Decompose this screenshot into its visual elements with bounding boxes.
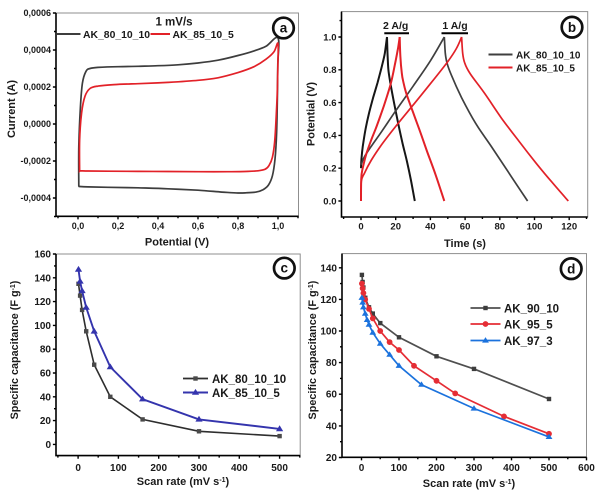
svg-text:Scan rate (mV s-1): Scan rate (mV s-1) <box>137 476 230 488</box>
svg-text:AK_80_10_10: AK_80_10_10 <box>212 374 286 386</box>
svg-text:0,0004: 0,0004 <box>23 45 51 55</box>
svg-text:Specific capacitance (F g-1): Specific capacitance (F g-1) <box>307 280 319 419</box>
svg-text:Scan rate (mV s-1): Scan rate (mV s-1) <box>423 478 516 490</box>
svg-text:60: 60 <box>460 222 471 233</box>
svg-text:120: 120 <box>34 297 51 308</box>
svg-text:600: 600 <box>578 463 595 474</box>
svg-text:120: 120 <box>320 295 337 306</box>
svg-text:Potential (V): Potential (V) <box>145 237 210 249</box>
svg-text:d: d <box>567 261 575 276</box>
svg-text:0.6: 0.6 <box>323 98 336 109</box>
svg-text:0: 0 <box>359 463 365 474</box>
svg-text:400: 400 <box>503 463 520 474</box>
svg-text:20: 20 <box>40 416 52 427</box>
svg-text:c: c <box>281 261 289 276</box>
svg-text:Time (s): Time (s) <box>444 238 486 250</box>
svg-text:500: 500 <box>541 463 558 474</box>
svg-text:0: 0 <box>358 222 363 233</box>
svg-text:100: 100 <box>527 222 543 233</box>
svg-text:AK_85_10_5: AK_85_10_5 <box>516 64 575 75</box>
svg-text:a: a <box>280 21 288 36</box>
svg-text:0: 0 <box>75 463 81 474</box>
svg-text:300: 300 <box>466 463 483 474</box>
svg-text:0.2: 0.2 <box>323 164 336 175</box>
svg-text:80: 80 <box>40 345 52 356</box>
svg-text:60: 60 <box>40 369 52 380</box>
svg-text:60: 60 <box>326 390 338 401</box>
svg-text:1.0: 1.0 <box>323 32 336 43</box>
svg-text:20: 20 <box>390 222 401 233</box>
svg-text:AK_80_10_10: AK_80_10_10 <box>516 51 581 62</box>
svg-text:120: 120 <box>561 222 577 233</box>
svg-text:80: 80 <box>326 358 338 369</box>
svg-text:0.8: 0.8 <box>323 65 336 76</box>
svg-text:200: 200 <box>428 463 445 474</box>
svg-text:100: 100 <box>34 321 51 332</box>
svg-text:100: 100 <box>110 463 127 474</box>
svg-text:0,0002: 0,0002 <box>23 82 51 92</box>
svg-text:0.4: 0.4 <box>323 131 337 142</box>
svg-text:140: 140 <box>34 273 51 284</box>
svg-text:1 A/g: 1 A/g <box>442 20 467 32</box>
svg-text:0,8: 0,8 <box>232 221 245 231</box>
svg-text:200: 200 <box>150 463 167 474</box>
svg-text:AK_80_10_10: AK_80_10_10 <box>83 30 150 41</box>
svg-text:-0,0004: -0,0004 <box>20 193 51 203</box>
svg-text:Potential (V): Potential (V) <box>306 82 318 147</box>
svg-text:0,6: 0,6 <box>192 221 205 231</box>
svg-text:1 mV/s: 1 mV/s <box>155 16 192 28</box>
svg-text:100: 100 <box>391 463 408 474</box>
svg-text:2 A/g: 2 A/g <box>383 20 408 32</box>
svg-text:0,0: 0,0 <box>72 221 85 231</box>
svg-text:Current (A): Current (A) <box>6 80 18 138</box>
svg-text:300: 300 <box>191 463 208 474</box>
svg-text:20: 20 <box>326 453 338 464</box>
svg-text:40: 40 <box>326 421 338 432</box>
svg-text:500: 500 <box>271 463 288 474</box>
svg-text:Specific capacitance (F g-1): Specific capacitance (F g-1) <box>9 280 21 419</box>
svg-text:140: 140 <box>320 263 337 274</box>
svg-text:0.0: 0.0 <box>323 196 336 207</box>
svg-text:400: 400 <box>231 463 248 474</box>
svg-text:0,0006: 0,0006 <box>23 8 51 18</box>
svg-text:0,0000: 0,0000 <box>23 119 51 129</box>
svg-text:AK_90_10: AK_90_10 <box>504 303 559 315</box>
svg-text:AK_85_10_5: AK_85_10_5 <box>212 388 280 400</box>
svg-text:100: 100 <box>320 327 337 338</box>
svg-text:40: 40 <box>425 222 436 233</box>
svg-text:80: 80 <box>495 222 506 233</box>
svg-text:0,2: 0,2 <box>112 221 125 231</box>
svg-text:-0,0002: -0,0002 <box>20 156 51 166</box>
svg-text:40: 40 <box>40 392 52 403</box>
svg-text:AK_95_5: AK_95_5 <box>504 319 553 331</box>
svg-text:b: b <box>568 20 576 35</box>
svg-text:160: 160 <box>34 250 51 261</box>
svg-text:0,4: 0,4 <box>152 221 165 231</box>
svg-text:AK_85_10_5: AK_85_10_5 <box>173 30 234 41</box>
svg-text:AK_97_3: AK_97_3 <box>504 336 553 348</box>
svg-text:0: 0 <box>45 440 51 451</box>
svg-text:1,0: 1,0 <box>272 221 285 231</box>
